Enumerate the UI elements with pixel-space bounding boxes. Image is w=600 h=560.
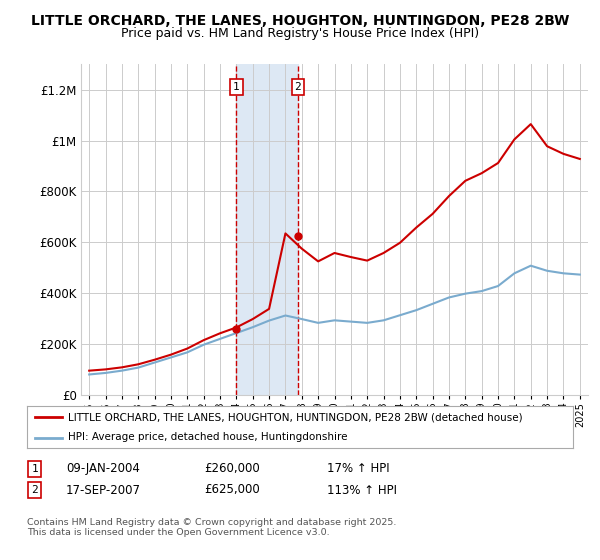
Text: Price paid vs. HM Land Registry's House Price Index (HPI): Price paid vs. HM Land Registry's House … [121, 27, 479, 40]
Text: Contains HM Land Registry data © Crown copyright and database right 2025.
This d: Contains HM Land Registry data © Crown c… [27, 518, 397, 538]
Text: 2: 2 [31, 485, 38, 495]
Bar [236, 64, 298, 395]
Text: 17% ↑ HPI: 17% ↑ HPI [327, 462, 389, 475]
Text: 113% ↑ HPI: 113% ↑ HPI [327, 483, 397, 497]
Text: 1: 1 [31, 464, 38, 474]
Text: 2: 2 [295, 82, 301, 92]
Text: LITTLE ORCHARD, THE LANES, HOUGHTON, HUNTINGDON, PE28 2BW (detached house): LITTLE ORCHARD, THE LANES, HOUGHTON, HUN… [68, 412, 523, 422]
Text: 17-SEP-2007: 17-SEP-2007 [66, 483, 141, 497]
Text: HPI: Average price, detached house, Huntingdonshire: HPI: Average price, detached house, Hunt… [68, 432, 347, 442]
Text: £625,000: £625,000 [204, 483, 260, 497]
Text: £260,000: £260,000 [204, 462, 260, 475]
Text: 09-JAN-2004: 09-JAN-2004 [66, 462, 140, 475]
Text: LITTLE ORCHARD, THE LANES, HOUGHTON, HUNTINGDON, PE28 2BW: LITTLE ORCHARD, THE LANES, HOUGHTON, HUN… [31, 14, 569, 28]
Text: 1: 1 [233, 82, 240, 92]
